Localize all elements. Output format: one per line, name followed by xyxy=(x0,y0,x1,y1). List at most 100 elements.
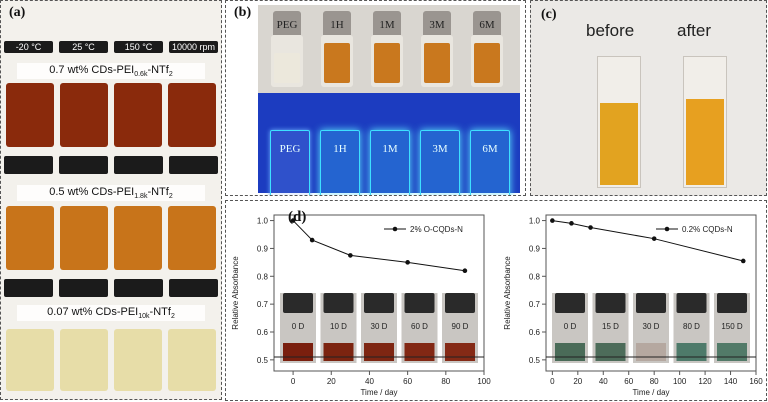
x-tick-label: 60 xyxy=(403,377,412,386)
vial xyxy=(6,329,54,391)
vial-day-label: 150 D xyxy=(721,322,743,331)
vial-liquid xyxy=(595,343,626,361)
vial-liquid xyxy=(555,343,585,361)
panel-a-label: (a) xyxy=(9,5,26,20)
condition-caps: -20 °C 25 °C 150 °C 10000 rpm xyxy=(1,41,221,53)
vial-label: 1M xyxy=(379,19,395,31)
data-point xyxy=(569,221,574,226)
row-3-label: 0.07 wt% CDs-PEI10k-NTf2 xyxy=(17,305,205,322)
y-axis-title: Relative Absorbance xyxy=(231,256,240,330)
data-point xyxy=(550,218,555,223)
condition-label: 150 °C xyxy=(114,41,163,53)
vial-row-3 xyxy=(3,329,219,391)
vial-label: PEG xyxy=(279,143,301,155)
y-tick-label: 1.0 xyxy=(529,217,541,226)
vial xyxy=(168,83,216,147)
x-tick-label: 60 xyxy=(624,377,633,386)
x-tick-label: 120 xyxy=(698,377,712,386)
vial-label: PEG xyxy=(276,19,298,31)
vial-label: 6M xyxy=(482,143,498,155)
vial xyxy=(6,83,54,147)
x-tick-label: 0 xyxy=(550,377,555,386)
y-tick-label: 0.6 xyxy=(529,328,541,337)
vial-cap xyxy=(445,293,475,313)
y-tick-label: 0.9 xyxy=(529,244,541,253)
x-tick-label: 100 xyxy=(477,377,491,386)
vial-day-label: 30 D xyxy=(643,322,660,331)
vial-cap xyxy=(636,293,666,313)
vial xyxy=(114,206,162,270)
y-tick-label: 0.9 xyxy=(257,244,269,253)
condition-label: -20 °C xyxy=(4,41,53,53)
condition-label: 10000 rpm xyxy=(169,41,218,53)
x-tick-label: 80 xyxy=(650,377,659,386)
vial xyxy=(60,329,108,391)
cuvette-after xyxy=(683,56,727,188)
row-1-label: 0.7 wt% CDs-PEI0.6k-NTf2 xyxy=(17,63,205,80)
vial-liquid xyxy=(404,343,435,361)
vial-label: 6M xyxy=(479,19,495,31)
chart-left: 0.5 0.6 0.7 0.8 0.9 1.0 0 20 40 60 80 100 Time / day… xyxy=(231,214,491,397)
x-tick-label: 0 xyxy=(291,377,296,386)
vial-cap xyxy=(717,293,747,313)
legend-label: 2% O-CQDs-N xyxy=(410,225,463,234)
vial-liquid xyxy=(717,343,747,361)
data-point xyxy=(588,225,593,230)
y-tick-label: 1.0 xyxy=(257,217,269,226)
after-label: after xyxy=(677,21,712,40)
vial-day-label: 0 D xyxy=(292,322,305,331)
vial-label: 3M xyxy=(429,19,445,31)
y-tick-label: 0.7 xyxy=(257,300,269,309)
vial-label: 3M xyxy=(432,143,448,155)
legend-label: 0.2% CQDs-N xyxy=(682,225,733,234)
x-tick-label: 100 xyxy=(673,377,687,386)
vial-day-label: 10 D xyxy=(330,322,347,331)
y-axis-title: Relative Absorbance xyxy=(503,256,512,330)
data-point xyxy=(740,258,746,264)
vial-label: 1H xyxy=(333,143,347,155)
panel-d-label: (d) xyxy=(288,209,307,225)
y-tick-label: 0.7 xyxy=(529,300,541,309)
vial xyxy=(168,206,216,270)
vial xyxy=(60,206,108,270)
row-2-caps xyxy=(1,156,221,174)
y-tick-label: 0.5 xyxy=(529,356,541,365)
daylight-photo: PEG 1H 1M 3M 6M xyxy=(258,5,520,93)
panel-c-label: (c) xyxy=(541,7,557,22)
data-point xyxy=(651,236,657,241)
condition-label: 25 °C xyxy=(59,41,108,53)
legend-marker xyxy=(392,226,398,232)
before-label: before xyxy=(586,21,635,40)
panel-c: (c) before after xyxy=(530,0,767,196)
vial-day-label: 30 D xyxy=(371,322,388,331)
vial-liquid xyxy=(283,343,313,361)
y-tick-label: 0.8 xyxy=(529,272,541,281)
x-tick-label: 40 xyxy=(365,377,374,386)
legend-marker xyxy=(664,226,670,232)
vial xyxy=(60,83,108,147)
row-2-label: 0.5 wt% CDs-PEI1.8k-NTf2 xyxy=(17,185,205,202)
vial-day-label: 0 D xyxy=(564,322,577,331)
vial-cap xyxy=(323,293,354,313)
y-tick-label: 0.6 xyxy=(257,328,269,337)
vial xyxy=(168,329,216,391)
x-tick-label: 140 xyxy=(724,377,738,386)
vial-cap xyxy=(555,293,585,313)
data-point xyxy=(309,237,315,243)
plot-frame xyxy=(545,214,757,372)
vial-liquid xyxy=(323,343,354,361)
vial xyxy=(6,206,54,270)
x-tick-label: 20 xyxy=(327,377,336,386)
x-axis-title: Time / day xyxy=(360,388,397,397)
vial xyxy=(114,329,162,391)
vial-cap xyxy=(595,293,626,313)
x-axis-title: Time / day xyxy=(632,388,669,397)
vial-day-label: 90 D xyxy=(452,322,469,331)
x-tick-label: 40 xyxy=(599,377,608,386)
vial-liquid xyxy=(636,343,666,361)
panel-d: 0.5 0.6 0.7 0.8 0.9 1.0 0 20 40 60 80 100 Time / day… xyxy=(225,200,767,401)
vial-cap xyxy=(364,293,394,313)
uv-photo: PEG 1H 1M 3M 6M xyxy=(258,93,520,195)
x-tick-label: 80 xyxy=(441,377,450,386)
data-point xyxy=(290,218,296,223)
